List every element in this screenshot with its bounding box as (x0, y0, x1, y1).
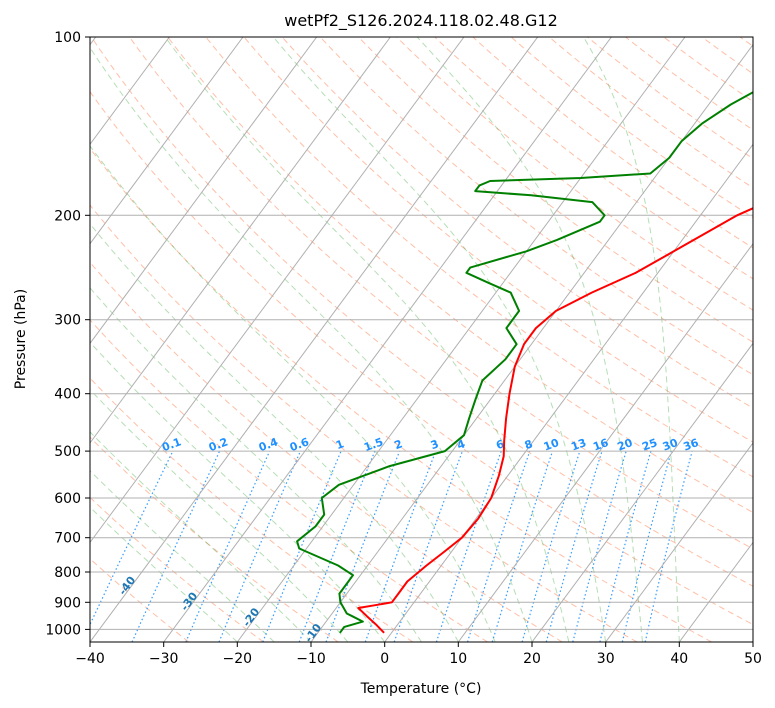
y-tick-label: 800 (54, 565, 81, 581)
chart-title: wetPf2_S126.2024.118.02.48.G12 (284, 11, 558, 31)
y-tick-label: 900 (54, 595, 81, 611)
y-tick-label: 400 (54, 387, 81, 403)
x-tick-label: −40 (75, 651, 105, 667)
x-tick-label: 40 (670, 651, 688, 667)
x-tick-label: −30 (149, 651, 179, 667)
y-tick-label: 600 (54, 491, 81, 507)
y-tick-label: 500 (54, 444, 81, 460)
x-tick-label: 0 (380, 651, 389, 667)
y-tick-label: 700 (54, 531, 81, 547)
y-tick-label: 100 (54, 30, 81, 46)
x-tick-label: 10 (449, 651, 467, 667)
y-tick-label: 200 (54, 208, 81, 224)
x-tick-label: −10 (296, 651, 326, 667)
x-tick-label: 20 (523, 651, 541, 667)
x-tick-label: −20 (223, 651, 253, 667)
y-axis-label: Pressure (hPa) (13, 289, 29, 389)
y-tick-label: 300 (54, 313, 81, 329)
x-tick-label: 30 (597, 651, 615, 667)
x-tick-label: 50 (744, 651, 762, 667)
x-axis-label: Temperature (°C) (360, 681, 482, 697)
y-tick-label: 1000 (45, 622, 81, 638)
